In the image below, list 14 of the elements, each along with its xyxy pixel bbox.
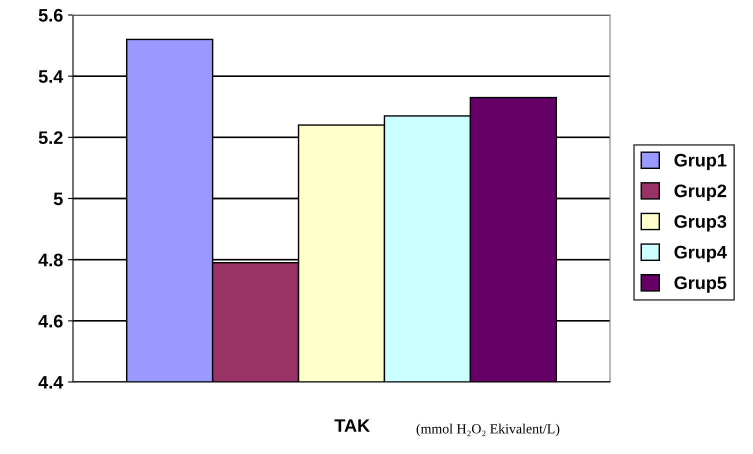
y-tick-label: 5.6 xyxy=(38,8,63,22)
y-tick-label: 5.4 xyxy=(38,70,64,83)
legend-label: Grup4 xyxy=(674,246,727,262)
legend-label: Grup5 xyxy=(674,276,726,293)
y-tick-label: 4.4 xyxy=(38,376,64,389)
x-axis-title: TAK xyxy=(334,419,370,432)
y-tick-label: 4.8 xyxy=(38,254,63,266)
y-tick-label: 5 xyxy=(54,192,63,206)
legend-label: Grup2 xyxy=(674,184,726,201)
y-tick-label: 5.2 xyxy=(38,131,63,144)
text: (mmol H₂O₂ Ekivalent/L) xyxy=(416,424,560,436)
legend-label: Grup3 xyxy=(674,215,726,232)
legend-label: Grup1 xyxy=(674,154,726,170)
y-tick-label: 4.6 xyxy=(38,314,63,328)
